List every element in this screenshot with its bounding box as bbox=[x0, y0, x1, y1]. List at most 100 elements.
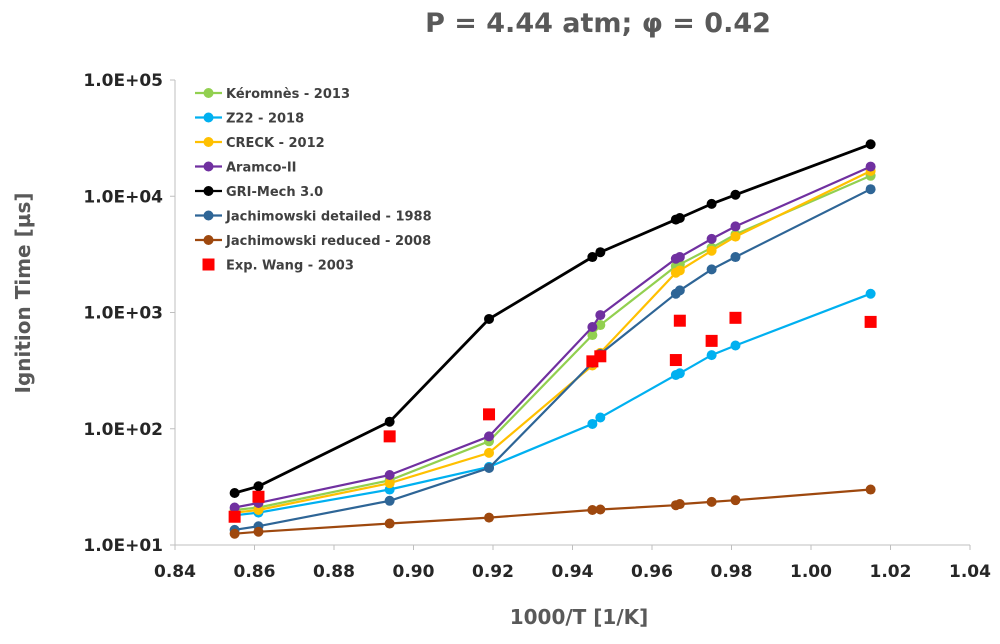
data-point bbox=[706, 350, 717, 361]
data-point bbox=[730, 221, 741, 232]
data-point bbox=[865, 288, 876, 299]
data-point bbox=[229, 528, 240, 539]
x-tick-label: 0.90 bbox=[393, 562, 435, 582]
data-point bbox=[484, 313, 495, 324]
data-point bbox=[587, 330, 598, 341]
legend-item: Z22 - 2018 bbox=[195, 112, 304, 127]
legend-label: Z22 - 2018 bbox=[226, 112, 304, 127]
data-point bbox=[674, 285, 685, 296]
data-point bbox=[674, 252, 685, 263]
data-point bbox=[865, 484, 876, 495]
data-point bbox=[384, 470, 395, 481]
x-tick-label: 1.04 bbox=[949, 562, 991, 582]
data-point bbox=[864, 315, 877, 328]
x-tick-label: 0.88 bbox=[313, 562, 355, 582]
data-point bbox=[484, 462, 495, 473]
legend-item: CRECK - 2012 bbox=[195, 136, 325, 151]
data-point bbox=[730, 495, 741, 506]
data-point bbox=[484, 431, 495, 442]
y-tick-label: 1.0E+02 bbox=[83, 420, 163, 440]
data-point bbox=[253, 481, 264, 492]
data-point bbox=[384, 495, 395, 506]
data-point bbox=[674, 499, 685, 510]
legend-label: Kéromnès - 2013 bbox=[226, 87, 350, 102]
legend-marker bbox=[203, 186, 214, 196]
data-point bbox=[253, 526, 264, 537]
data-point bbox=[384, 478, 395, 489]
legend-marker bbox=[202, 258, 215, 271]
data-point bbox=[595, 504, 606, 515]
x-tick-label: 0.92 bbox=[472, 562, 514, 582]
legend-item: Kéromnès - 2013 bbox=[195, 87, 350, 102]
data-point bbox=[674, 212, 685, 223]
data-point bbox=[595, 247, 606, 258]
x-tick-label: 0.96 bbox=[631, 562, 673, 582]
x-tick-label: 1.00 bbox=[790, 562, 832, 582]
legend-label: Aramco-II bbox=[226, 161, 297, 176]
data-point bbox=[384, 416, 395, 427]
data-point bbox=[587, 505, 598, 516]
series-6 bbox=[229, 484, 876, 539]
data-point bbox=[729, 311, 742, 324]
series-7 bbox=[228, 311, 877, 523]
data-point bbox=[730, 252, 741, 263]
data-point bbox=[706, 245, 717, 256]
data-point bbox=[865, 139, 876, 150]
data-point bbox=[706, 496, 717, 507]
data-point bbox=[252, 490, 265, 503]
y-axis-title: Ignition Time [µs] bbox=[11, 193, 35, 394]
data-point bbox=[484, 447, 495, 458]
data-point bbox=[669, 354, 682, 367]
legend-item: Aramco-II bbox=[195, 161, 297, 176]
legend-marker bbox=[203, 235, 214, 245]
data-point bbox=[730, 340, 741, 351]
chart-title: P = 4.44 atm; φ = 0.42 bbox=[425, 8, 771, 39]
plot-area bbox=[228, 139, 877, 539]
data-point bbox=[483, 408, 496, 421]
series-3 bbox=[229, 161, 876, 513]
legend-item: Jachimowski detailed - 1988 bbox=[195, 210, 432, 225]
data-point bbox=[383, 430, 396, 443]
data-point bbox=[228, 510, 241, 523]
data-point bbox=[730, 231, 741, 242]
data-point bbox=[595, 320, 606, 331]
data-point bbox=[484, 512, 495, 523]
legend-label: CRECK - 2012 bbox=[226, 136, 325, 151]
data-point bbox=[706, 264, 717, 275]
data-point bbox=[730, 189, 741, 200]
series-line bbox=[234, 174, 872, 512]
legend-label: GRI-Mech 3.0 bbox=[226, 185, 323, 200]
legend-marker bbox=[203, 112, 214, 123]
legend-marker bbox=[203, 161, 214, 172]
x-tick-label: 0.94 bbox=[552, 562, 594, 582]
y-tick-label: 1.0E+05 bbox=[83, 71, 163, 91]
x-tick-label: 0.84 bbox=[154, 562, 196, 582]
data-point bbox=[865, 184, 876, 195]
legend-label: Exp. Wang - 2003 bbox=[226, 259, 354, 274]
legend-marker bbox=[203, 210, 214, 221]
data-point bbox=[253, 505, 264, 516]
data-point bbox=[229, 502, 240, 513]
data-point bbox=[673, 314, 686, 327]
y-tick-label: 1.0E+04 bbox=[83, 187, 163, 207]
axes: 0.84 0.86 0.88 0.90 0.92 0.94 0.96 0.98 1.00 1.02… bbox=[83, 71, 991, 582]
series-4 bbox=[229, 139, 876, 499]
data-point bbox=[594, 350, 607, 363]
x-tick-label: 0.98 bbox=[711, 562, 753, 582]
x-tick-label: 0.86 bbox=[234, 562, 276, 582]
x-tick-label: 1.02 bbox=[870, 562, 912, 582]
data-point bbox=[865, 161, 876, 172]
data-point bbox=[595, 412, 606, 423]
data-point bbox=[706, 198, 717, 209]
y-tick-label: 1.0E+03 bbox=[83, 304, 163, 324]
legend-label: Jachimowski detailed - 1988 bbox=[225, 210, 432, 225]
data-point bbox=[587, 322, 598, 333]
data-point bbox=[384, 518, 395, 529]
legend-item: GRI-Mech 3.0 bbox=[195, 185, 323, 200]
data-point bbox=[595, 310, 606, 321]
data-point bbox=[705, 334, 718, 347]
legend-item: Exp. Wang - 2003 bbox=[202, 258, 354, 274]
x-axis-title: 1000/T [1/K] bbox=[510, 605, 649, 629]
legend: Kéromnès - 2013 Z22 - 2018 CRECK - 2012 Ara… bbox=[195, 87, 432, 274]
